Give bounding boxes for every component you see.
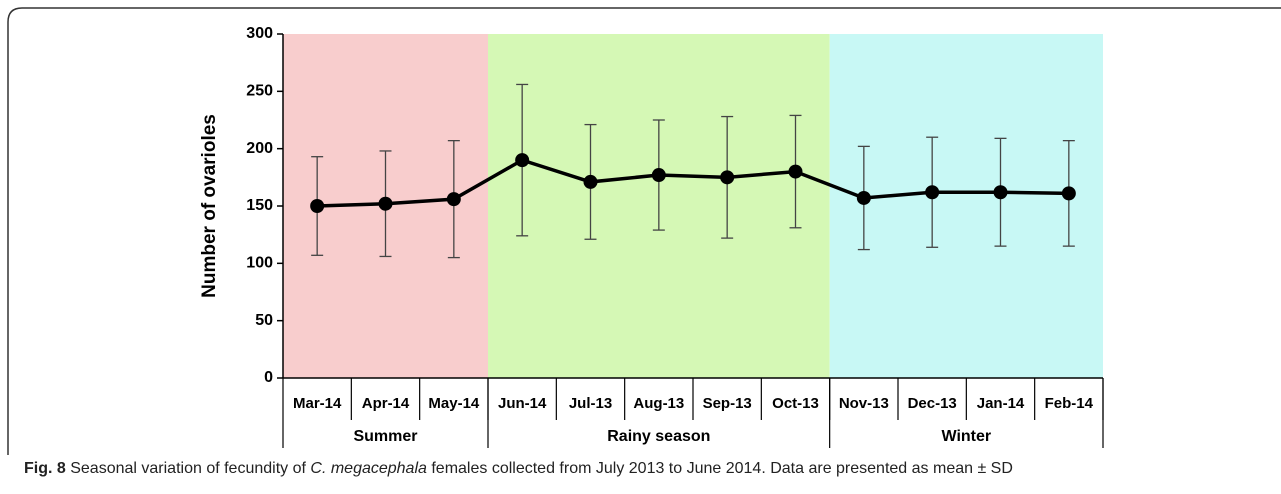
season-band (829, 34, 1103, 378)
caption-species: C. megacephala (310, 460, 427, 477)
y-axis-label: Number of ovarioles (199, 114, 220, 298)
y-tick-label: 50 (255, 312, 273, 329)
x-tick-label: Jan-14 (977, 395, 1025, 412)
x-tick-label: Sep-13 (703, 395, 752, 412)
x-tick-label: Mar-14 (293, 395, 342, 412)
x-tick-label: May-14 (428, 395, 480, 412)
point (583, 174, 598, 189)
point (378, 196, 393, 211)
y-tick-label: 150 (246, 197, 273, 214)
x-tick-label: Dec-13 (908, 395, 957, 412)
point (925, 185, 940, 200)
point (651, 168, 666, 183)
y-tick-label: 300 (246, 25, 273, 42)
season-label: Rainy season (607, 428, 710, 445)
point (310, 199, 325, 213)
y-tick-label: 100 (246, 255, 273, 272)
point (788, 164, 803, 179)
season-label: Winter (942, 428, 992, 445)
caption-label: Fig. 8 (24, 460, 66, 477)
x-tick-label: Jul-13 (569, 395, 612, 412)
point (720, 170, 735, 185)
x-tick-label: Feb-14 (1045, 395, 1094, 412)
point (1061, 186, 1076, 201)
x-tick-label: Aug-13 (633, 395, 684, 412)
caption: Fig. 8 Seasonal variation of fecundity o… (24, 460, 1013, 478)
y-tick-label: 200 (246, 140, 273, 157)
caption-text: females collected from July 2013 to June… (431, 460, 1013, 477)
x-tick-label: Apr-14 (362, 395, 410, 412)
point (515, 153, 530, 168)
point (993, 185, 1008, 200)
x-tick-label: Nov-13 (839, 395, 889, 412)
y-tick-label: 250 (246, 83, 273, 100)
x-tick-label: Oct-13 (772, 395, 819, 412)
frame (7, 7, 1281, 455)
series-line (317, 158, 1069, 208)
x-tick-label: Jun-14 (498, 395, 547, 412)
chart: Number of ovarioles Summer Rainy season Wi… (7, 7, 1281, 455)
point (446, 192, 461, 207)
y-tick-label: 0 (264, 369, 273, 386)
caption-text: Seasonal variation of fecundity of (70, 460, 306, 477)
season-label: Summer (353, 428, 417, 445)
point (856, 190, 871, 205)
